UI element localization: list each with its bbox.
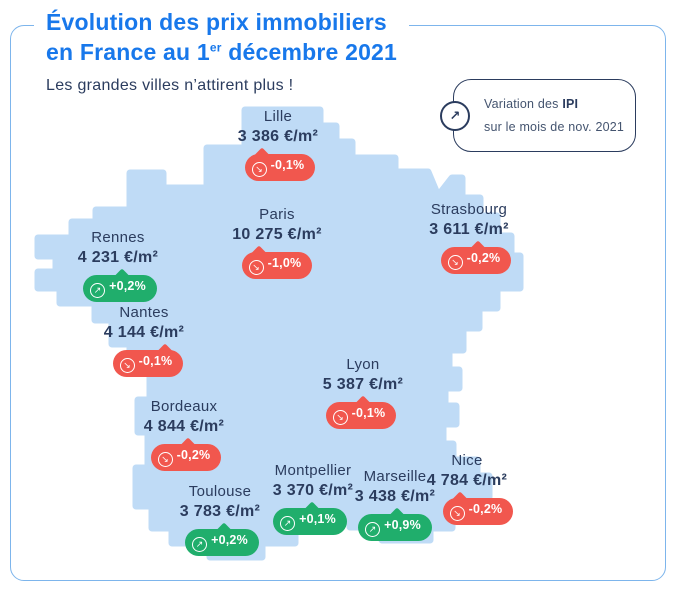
city-marker: Marseille 3 438 €/m² ↗ +0,9% [315,468,475,541]
variation-badge: ↗ +0,2% [185,522,259,556]
arrow-up-right-icon: ↗ [90,283,106,298]
page-title: Évolution des prix immobiliers en France… [46,7,397,68]
arrow-up-right-icon: ↗ [365,522,381,537]
arrow-up-right-icon: ↗ [280,516,296,531]
city-marker: Lyon 5 387 €/m² ↘ -0,1% [283,356,443,429]
header: Évolution des prix immobiliers en France… [34,7,410,95]
city-name: Nantes [119,304,169,321]
variation-badge: ↗ +0,9% [358,507,432,541]
city-marker: Strasbourg 3 611 €/m² ↘ -0,2% [389,201,549,274]
city-marker: Montpellier 3 370 €/m² ↗ +0,1% [233,462,393,535]
arrow-down-right-icon: ↘ [251,162,267,177]
variation-value: -0,2% [466,251,501,265]
city-name: Lyon [346,356,380,373]
arrow-down-right-icon: ↘ [157,452,173,467]
city-name: Toulouse [188,483,252,500]
variation-value: -0,2% [468,502,503,516]
city-name: Nice [451,452,483,469]
city-price: 4 231 €/m² [77,249,159,266]
arrow-down-right-icon: ↘ [248,260,264,275]
variation-badge: ↘ -0,1% [325,395,397,429]
legend-line1: Variation des IPI [484,97,579,111]
variation-badge: ↘ -0,2% [150,437,222,471]
city-marker: Nantes 4 144 €/m² ↘ -0,1% [64,304,224,377]
variation-badge: ↘ -0,1% [112,343,184,377]
variation-value: -0,1% [270,158,305,172]
city-price: 5 387 €/m² [322,376,404,393]
city-name: Marseille [363,468,427,485]
city-price: 4 844 €/m² [143,418,225,435]
subtitle: Les grandes villes n’attirent plus ! [46,76,294,94]
arrow-down-right-icon: ↘ [449,506,465,521]
city-marker: Bordeaux 4 844 €/m² ↘ -0,2% [104,398,264,471]
variation-badge: ↗ +0,1% [273,501,347,535]
variation-value: +0,2% [109,279,146,293]
city-marker: Nice 4 784 €/m² ↘ -0,2% [387,452,547,525]
city-price: 4 784 €/m² [426,472,508,489]
city-price: 3 386 €/m² [237,128,319,145]
city-name: Bordeaux [150,398,218,415]
title-line2: en France au 1er décembre 2021 [46,39,398,66]
variation-badge: ↘ -0,1% [244,147,316,181]
city-price: 3 438 €/m² [354,488,436,505]
legend-box: ↗ Variation des IPI sur le mois de nov. … [440,79,636,152]
city-price: 3 370 €/m² [272,482,354,499]
city-marker: Rennes 4 231 €/m² ↗ +0,2% [38,229,198,302]
city-price: 10 275 €/m² [232,226,322,243]
arrow-down-right-icon: ↘ [119,358,135,373]
variation-value: -0,2% [176,448,211,462]
city-name: Strasbourg [430,201,508,218]
title-line1: Évolution des prix immobiliers [46,9,387,35]
arrow-down-right-icon: ↘ [332,410,348,425]
city-marker: Toulouse 3 783 €/m² ↗ +0,2% [140,483,300,556]
variation-badge: ↘ -1,0% [241,245,313,279]
city-name: Paris [259,206,295,223]
variation-badge: ↘ -0,2% [442,491,514,525]
legend-line2: sur le mois de nov. 2021 [484,119,625,134]
city-marker: Lille 3 386 €/m² ↘ -0,1% [198,108,358,181]
variation-badge: ↘ -0,2% [440,240,512,274]
variation-value: -1,0% [267,256,302,270]
variation-badge: ↗ +0,2% [83,268,157,302]
legend-text: Variation des IPI sur le mois de nov. 20… [484,93,635,138]
city-price: 3 611 €/m² [429,221,509,238]
city-price: 3 783 €/m² [179,503,261,520]
arrow-up-right-icon: ↗ [440,100,470,131]
arrow-up-right-icon: ↗ [192,537,208,552]
variation-value: +0,1% [299,512,336,526]
city-name: Montpellier [274,462,352,479]
card: Évolution des prix immobiliers en France… [10,7,666,581]
city-marker: Paris 10 275 €/m² ↘ -1,0% [197,206,357,279]
city-name: Rennes [91,229,145,246]
city-price: 4 144 €/m² [103,324,185,341]
city-name: Lille [263,108,293,125]
arrow-down-right-icon: ↘ [447,255,463,270]
variation-value: -0,1% [138,354,173,368]
variation-value: +0,2% [211,533,248,547]
variation-value: +0,9% [384,518,421,532]
variation-value: -0,1% [351,406,386,420]
